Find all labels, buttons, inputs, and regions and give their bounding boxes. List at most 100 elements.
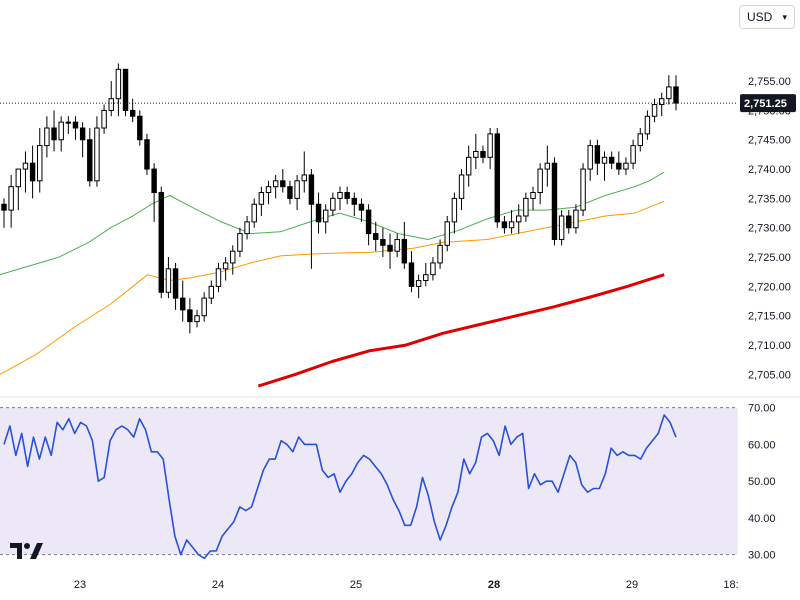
candle-body [294, 180, 300, 199]
candle-body [344, 192, 350, 199]
candle-body [1, 203, 7, 211]
candle-body [637, 133, 643, 147]
candle-body [423, 274, 429, 282]
candle-body [594, 145, 601, 164]
candle-body [115, 68, 122, 100]
time-tick-label: 24 [212, 579, 224, 591]
candle-body [666, 86, 672, 100]
candle-body [72, 121, 79, 129]
candle-body [358, 203, 365, 211]
candle-body [401, 238, 408, 264]
candle-body [94, 127, 100, 182]
candle-body [365, 209, 372, 235]
rsi-pane [0, 407, 738, 560]
candle-body [330, 197, 336, 211]
candle-body [394, 238, 400, 252]
candle-body [272, 180, 279, 188]
candle-body [601, 156, 608, 164]
candle-body [251, 203, 257, 223]
candle-body [473, 150, 479, 158]
price-tick-label: 2,710.00 [748, 340, 791, 352]
candle-body [194, 315, 200, 323]
price-tick-label: 2,705.00 [748, 369, 791, 381]
time-axis[interactable]: 23 24 25 28 29 18: [74, 579, 739, 591]
candle-body [258, 192, 265, 205]
candle-body [480, 150, 486, 158]
candle-body [530, 192, 536, 199]
candle-body [8, 186, 14, 211]
candle-body [44, 127, 50, 147]
candle-body [65, 121, 72, 124]
candle-body [165, 268, 172, 293]
tradingview-logo[interactable] [10, 540, 44, 560]
candle-body [301, 174, 307, 182]
candle-body [222, 262, 229, 270]
candle-body [237, 233, 243, 252]
candle-body [265, 186, 272, 194]
candle-body [79, 127, 86, 141]
candle-body [29, 162, 36, 182]
chevron-down-icon: ▾ [782, 11, 787, 22]
candle-body [280, 180, 286, 188]
candle-body [37, 145, 43, 182]
candle-body [587, 145, 593, 170]
price-axis[interactable]: 2,705.00 2,710.00 2,715.00 2,720.00 2,725.00… [740, 76, 796, 562]
candle-body [451, 197, 458, 223]
candle-body [230, 250, 236, 264]
candle-body [494, 133, 500, 223]
candle-body [129, 109, 136, 117]
candle-body [380, 238, 386, 246]
candle-body [508, 221, 515, 229]
candle-body [208, 285, 215, 299]
rsi-band [0, 407, 738, 555]
currency-selector-button[interactable]: USD ▾ [739, 5, 795, 29]
candle-body [215, 268, 222, 287]
candle-body [673, 86, 679, 104]
candle-body [337, 192, 343, 199]
candle-body [580, 168, 586, 211]
rsi-tick-label: 60.00 [748, 439, 776, 451]
price-tick-label: 2,715.00 [748, 311, 791, 323]
time-tick-label: 28 [488, 579, 500, 591]
candle-body [172, 268, 179, 299]
candle-body [122, 68, 129, 111]
candle-body [244, 221, 250, 235]
candle-body [387, 244, 393, 252]
candle-body [201, 297, 207, 317]
candle-body [137, 115, 143, 141]
candle-body [180, 297, 186, 311]
candle-body [415, 280, 422, 287]
price-tick-label: 2,745.00 [748, 135, 791, 147]
candle-body [608, 156, 615, 164]
candle-body [658, 98, 665, 106]
currency-selector-label: USD [747, 10, 773, 24]
candle-body [516, 215, 522, 223]
candle-body [523, 197, 529, 217]
price-tick-label: 2,735.00 [748, 193, 791, 205]
rsi-line [3, 414, 677, 560]
last-price-tag [740, 94, 796, 113]
candle-body [187, 309, 193, 323]
candle-body [537, 168, 543, 194]
candle-body [616, 162, 622, 170]
ma-mid-line [0, 200, 665, 375]
rsi-tick-label: 50.00 [748, 476, 776, 488]
price-tick-label: 2,720.00 [748, 281, 791, 293]
candle-body [151, 168, 157, 194]
candle-body [558, 215, 565, 240]
candle-body [101, 109, 107, 129]
candle-body [465, 156, 472, 176]
price-tick-label: 2,740.00 [748, 164, 791, 176]
candle-body [544, 162, 551, 170]
time-tick-label: 18: [723, 579, 738, 591]
candle-body [444, 221, 450, 246]
candle-body [308, 174, 315, 205]
candle-body [51, 127, 57, 141]
candle-body [430, 262, 436, 276]
price-tick-label: 2,730.00 [748, 223, 791, 235]
last-price-label: 2,751.25 [744, 98, 787, 110]
candle-body [108, 98, 114, 111]
time-tick-label: 29 [626, 579, 638, 591]
candle-body [15, 168, 22, 188]
